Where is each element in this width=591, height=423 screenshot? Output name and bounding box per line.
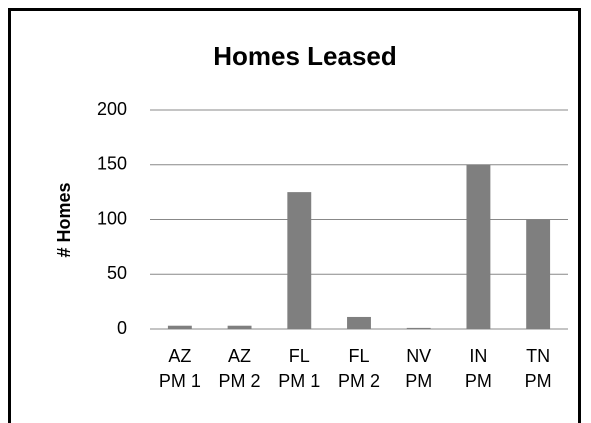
x-tick-label: AZ PM 1 [158,346,201,391]
bar [347,316,371,329]
x-tick-label: FL PM 1 [278,346,321,391]
x-tick-label: FL PM 2 [337,346,380,391]
y-tick-label: 50 [107,263,127,283]
bar [287,192,312,329]
y-tick-label: 200 [97,99,127,119]
bar [526,219,551,329]
bar [466,164,491,329]
y-tick-label: 100 [97,208,127,228]
x-tick-label: NV PM [405,346,433,391]
y-tick-label: 0 [117,318,127,338]
chart-title: Homes Leased [213,41,397,71]
x-tick-label: AZ PM 2 [218,346,261,391]
bar [167,325,192,329]
bar [227,325,252,329]
x-tick-label: IN PM [464,346,492,391]
y-tick-label: 150 [97,154,127,174]
chart-frame [8,8,581,423]
bar [406,327,431,329]
y-axis-label: # Homes [54,182,74,257]
x-tick-label: TN PM [524,346,552,391]
